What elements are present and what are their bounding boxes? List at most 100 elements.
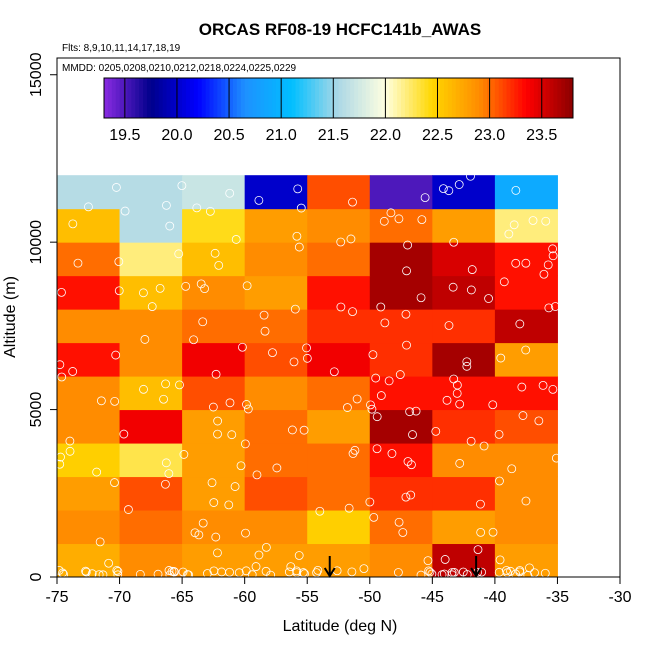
observation-point [406, 490, 416, 500]
observation-point [405, 407, 415, 417]
observation-point [104, 558, 114, 568]
observation-point [242, 400, 251, 409]
dates-label: MMDD: 0205,0208,0210,0212,0218,0224,0225… [62, 63, 297, 74]
observation-point [65, 436, 75, 446]
observation-point [365, 497, 375, 507]
observation-point [440, 555, 450, 564]
colorbar-segment [338, 78, 343, 118]
observation-point [455, 459, 465, 468]
observation-point [167, 566, 177, 576]
heatmap-cell [432, 275, 496, 310]
colorbar-segment [318, 78, 324, 118]
observation-point [402, 340, 411, 350]
observation-point [424, 566, 434, 576]
colorbar-segment [530, 78, 535, 118]
observation-points [54, 171, 561, 580]
x-axis-label: Latitude (deg N) [283, 618, 398, 635]
colorbar-segment [522, 78, 527, 118]
colorbar-segment [436, 78, 441, 118]
observation-point [211, 369, 221, 379]
observation-point [213, 548, 222, 558]
observation-point [135, 569, 145, 579]
observation-point [155, 283, 165, 293]
x-tick-label: -50 [358, 589, 381, 606]
colorbar-segment [229, 78, 234, 118]
observation-point [398, 528, 408, 537]
observation-point [359, 564, 369, 574]
observation-point [284, 567, 294, 577]
observation-point [494, 567, 504, 577]
heatmap-cell [119, 242, 183, 277]
observation-point [294, 551, 304, 560]
colorbar-segment [287, 78, 293, 118]
heatmap-cell [432, 242, 496, 277]
heatmap-cell [307, 175, 371, 210]
observation-point [272, 463, 282, 473]
colorbar-segment [553, 78, 558, 118]
colorbar-segment [143, 78, 148, 118]
heatmap-cell [119, 376, 183, 411]
heatmap-cell [182, 443, 246, 478]
observation-point [538, 381, 548, 390]
colorbar-segment [389, 78, 394, 118]
observation-point [376, 302, 386, 312]
heatmap-cell [494, 376, 558, 411]
observation-point [224, 500, 234, 510]
heatmap-cell [244, 376, 308, 411]
heatmap-cell [119, 443, 183, 478]
observation-point [302, 343, 311, 353]
heatmap-cell [57, 376, 121, 411]
colorbar-segment [205, 78, 211, 118]
colorbar-tick-label: 21.0 [266, 127, 297, 144]
colorbar-segment [295, 78, 300, 118]
observation-point [551, 453, 561, 463]
heatmap-cell [307, 543, 371, 578]
observation-point [458, 567, 468, 577]
observation-point [174, 249, 184, 259]
observation-point [227, 430, 237, 440]
plot-frame [56, 57, 621, 578]
colorbar-segment [385, 78, 390, 118]
heatmap-cell [182, 476, 246, 511]
observation-point [394, 517, 404, 527]
heatmap-cell [182, 409, 246, 444]
colorbar-segment [315, 78, 320, 118]
observation-point [113, 570, 123, 580]
heatmap-cell [57, 275, 121, 310]
observation-point [95, 537, 105, 547]
observation-point [521, 496, 531, 506]
observation-point [111, 350, 121, 360]
observation-point [544, 303, 554, 313]
observation-point [403, 457, 413, 466]
heatmap-cell [244, 242, 308, 277]
observation-point [466, 436, 476, 446]
observation-point [438, 184, 448, 194]
colorbar-segment [393, 78, 398, 118]
heatmap-cell [182, 242, 246, 277]
colorbar-segment [260, 78, 265, 118]
observation-point [548, 251, 558, 261]
observation-point [372, 444, 382, 454]
colorbar-tick-label: 22.5 [422, 127, 453, 144]
observation-point [178, 567, 188, 577]
heatmap-cell [369, 543, 433, 578]
observation-point [511, 569, 520, 579]
observation-point [213, 416, 223, 426]
heatmap-cell [57, 510, 121, 545]
observation-point [114, 286, 124, 296]
observation-point [302, 353, 312, 363]
heatmap-cell [432, 409, 496, 444]
colorbar-segment [299, 78, 304, 118]
observation-point [523, 570, 533, 580]
colorbar-segment [510, 78, 515, 118]
observation-point [113, 567, 123, 576]
observation-point [73, 258, 83, 268]
observation-point [407, 460, 416, 470]
heatmap-cell [369, 342, 433, 377]
colorbar-segment [182, 78, 187, 118]
colorbar-segment [139, 78, 144, 118]
colorbar-segment [283, 78, 289, 118]
observation-point [444, 186, 454, 196]
observation-point [417, 215, 427, 225]
observation-point [509, 220, 519, 230]
